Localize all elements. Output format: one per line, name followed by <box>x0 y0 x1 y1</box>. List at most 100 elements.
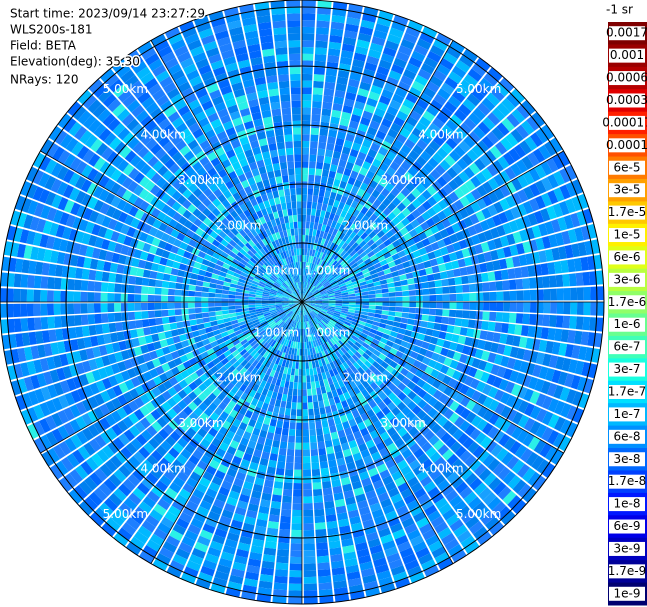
cell <box>262 179 271 188</box>
cell <box>476 302 484 311</box>
cell <box>316 542 328 550</box>
cell <box>250 314 258 319</box>
cell <box>188 182 198 193</box>
cell <box>213 188 223 198</box>
cell <box>144 77 159 91</box>
cell <box>37 344 46 358</box>
cell <box>246 127 256 137</box>
cell <box>217 221 226 231</box>
cell <box>302 147 310 155</box>
cell <box>518 336 528 349</box>
cell <box>288 381 294 389</box>
cell <box>314 257 319 265</box>
cell <box>172 459 184 471</box>
cell <box>332 236 339 244</box>
cell <box>269 369 276 378</box>
cell <box>313 74 325 82</box>
cell <box>284 236 290 244</box>
cell <box>250 349 258 357</box>
cell <box>268 302 276 304</box>
cell <box>349 346 357 354</box>
cell <box>318 216 325 225</box>
cell <box>234 555 248 565</box>
cell <box>232 418 242 428</box>
cell <box>415 353 425 363</box>
cell <box>195 280 204 287</box>
cell <box>186 366 196 376</box>
cell <box>279 313 286 318</box>
cell <box>442 302 450 309</box>
cell <box>368 91 381 102</box>
cell <box>200 172 211 183</box>
cell <box>313 280 319 287</box>
cell <box>150 467 163 480</box>
cell <box>289 295 297 300</box>
cell <box>308 341 312 349</box>
cell <box>270 275 277 281</box>
cell <box>186 69 200 81</box>
cell <box>265 315 273 321</box>
cell <box>235 311 243 316</box>
cell <box>334 89 346 99</box>
cell <box>449 519 464 532</box>
cell <box>59 380 71 394</box>
cell <box>393 155 404 166</box>
cell <box>272 190 280 199</box>
cell <box>459 327 468 336</box>
cell <box>237 317 245 323</box>
cell <box>455 362 465 372</box>
cell <box>324 334 330 342</box>
cell <box>279 161 288 170</box>
cell <box>303 556 316 564</box>
cell <box>319 379 325 388</box>
cell <box>320 329 326 336</box>
cell <box>397 81 411 93</box>
cell <box>294 307 299 314</box>
cell <box>192 488 205 500</box>
cell <box>340 327 348 334</box>
cell <box>211 173 221 183</box>
cell <box>203 76 217 88</box>
cell <box>317 7 332 15</box>
cell <box>166 208 177 218</box>
cell <box>399 547 414 559</box>
cell <box>323 254 329 262</box>
cell <box>140 133 153 146</box>
cell <box>454 392 465 404</box>
cell <box>192 449 204 460</box>
cell <box>277 148 286 157</box>
cell <box>255 377 263 386</box>
cell <box>216 203 226 213</box>
cell <box>206 361 216 370</box>
cell <box>287 208 293 216</box>
cell <box>135 319 143 329</box>
cell <box>290 305 297 310</box>
cell <box>461 510 476 524</box>
cell <box>36 373 47 388</box>
cell <box>88 396 99 409</box>
cell <box>161 492 175 505</box>
cell <box>400 160 411 171</box>
cell <box>283 181 290 190</box>
cell <box>212 357 221 366</box>
cell <box>174 342 183 351</box>
cell <box>477 360 488 371</box>
cell <box>278 329 284 336</box>
cell <box>422 403 433 414</box>
cell <box>263 200 271 209</box>
cell <box>21 259 30 274</box>
cell <box>201 312 210 318</box>
cell <box>271 313 279 318</box>
cell <box>179 421 190 432</box>
cell <box>158 428 170 440</box>
cell <box>282 175 289 183</box>
cell <box>312 263 317 271</box>
cell <box>323 357 330 365</box>
cell <box>534 378 545 392</box>
cell <box>392 387 402 397</box>
cell <box>428 540 443 553</box>
cell <box>274 169 282 178</box>
cell <box>423 335 432 343</box>
cell <box>256 270 264 277</box>
cell <box>322 101 333 110</box>
